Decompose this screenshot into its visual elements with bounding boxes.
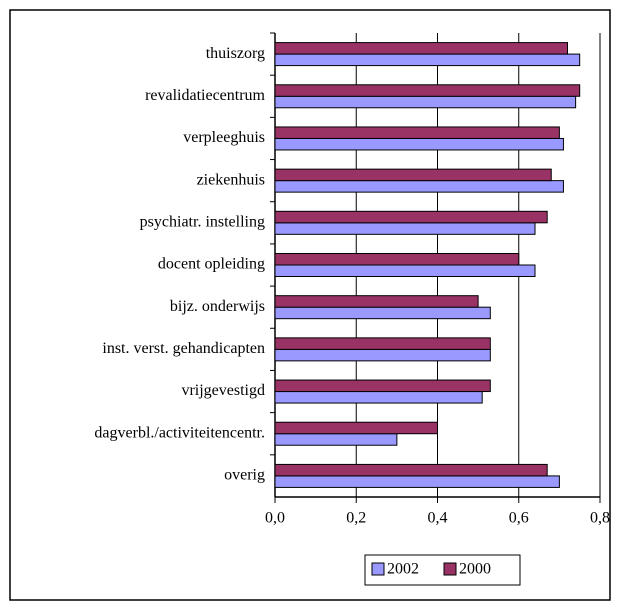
x-tick-label: 0,2 (346, 510, 366, 527)
legend-label: 2002 (387, 561, 419, 578)
bar (274, 180, 564, 193)
x-tick-label: 0,6 (509, 510, 529, 527)
y-tick-label: dagverbl./activiteitencentr. (94, 424, 265, 441)
bar (274, 137, 564, 151)
bar (274, 95, 577, 109)
y-tick-label: bijz. onderwijs (170, 298, 265, 315)
bar (274, 348, 491, 362)
legend: 2002 2000 (364, 554, 521, 586)
bar (274, 391, 483, 404)
y-tick-label: psychiatr. instelling (140, 213, 265, 230)
y-tick-label: verpleeghuis (183, 129, 265, 146)
x-tick-label: 0,8 (590, 510, 610, 527)
bar (274, 168, 552, 182)
bar (274, 337, 491, 350)
y-tick-label: overig (224, 467, 265, 484)
y-tick-label: docent opleiding (158, 256, 265, 273)
x-tick-label: 0,4 (428, 510, 448, 527)
bar (274, 222, 536, 235)
bar (274, 463, 548, 477)
bar (274, 126, 560, 139)
bar (274, 84, 581, 97)
bar (274, 306, 491, 320)
bar (274, 210, 548, 224)
bar (274, 295, 479, 308)
bar (274, 53, 581, 67)
legend-label: 2000 (459, 561, 491, 578)
y-tick-label: ziekenhuis (197, 171, 265, 188)
y-tick-label: vrijgevestigd (181, 382, 265, 399)
y-tick-label: thuiszorg (206, 45, 265, 62)
bar (274, 433, 398, 446)
y-tick-label: inst. verst. gehandicapten (102, 340, 265, 357)
bar (274, 253, 520, 266)
bar (274, 421, 438, 435)
legend-swatch (371, 562, 385, 576)
bar (274, 379, 491, 393)
bar (274, 475, 560, 488)
legend-box (364, 554, 521, 586)
legend-swatch (443, 562, 457, 576)
bar (274, 264, 536, 277)
bar (274, 42, 568, 55)
x-tick-label: 0,0 (265, 510, 285, 527)
y-tick-label: revalidatiecentrum (145, 87, 265, 104)
